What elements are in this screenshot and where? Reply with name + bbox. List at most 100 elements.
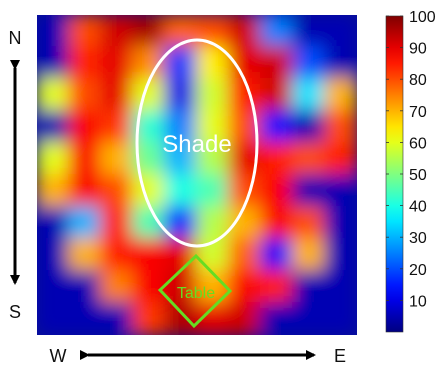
heatmap-cell <box>68 142 102 176</box>
heatmap-cell <box>100 78 134 112</box>
colorbar-tick-label: 50 <box>409 167 427 184</box>
heatmap-cell <box>68 302 102 335</box>
heatmap-cell <box>196 110 230 144</box>
colorbar-tick-label: 30 <box>409 230 427 247</box>
heatmap-cell <box>37 302 70 335</box>
south-label: S <box>9 302 21 322</box>
heatmap-cell <box>292 46 326 80</box>
heatmap-cell <box>324 15 357 48</box>
colorbar-tick-label: 90 <box>409 41 427 58</box>
heatmap-cell <box>132 15 166 48</box>
heatmap-cell <box>228 270 262 304</box>
heatmap-cell <box>100 206 134 240</box>
heatmap-cell <box>132 302 166 335</box>
table-label: Table <box>177 285 215 302</box>
heatmap-cell <box>100 15 134 48</box>
heatmap-cell <box>324 302 357 335</box>
heatmap-cell <box>68 206 102 240</box>
heatmap-cell <box>260 110 294 144</box>
heatmap-cell <box>37 238 70 272</box>
heatmap-cell <box>292 270 326 304</box>
heatmap-cell <box>68 174 102 208</box>
heatmap-cell <box>37 142 70 176</box>
heatmap-cell <box>37 174 70 208</box>
heatmap-cell <box>196 142 230 176</box>
heatmap-cell <box>228 302 262 335</box>
heatmap-cell <box>196 78 230 112</box>
heatmap-cell <box>324 270 357 304</box>
north-label: N <box>9 28 22 48</box>
colorbar-tick-label: 100 <box>409 9 436 26</box>
heatmap-cell <box>324 46 357 80</box>
heatmap-cell <box>260 238 294 272</box>
heatmap-cell <box>292 238 326 272</box>
heatmap-cell <box>292 302 326 335</box>
colorbar-tick-label: 60 <box>409 135 427 152</box>
heatmap-cell <box>292 78 326 112</box>
heatmap-cell <box>228 15 262 48</box>
heatmap-cell <box>324 78 357 112</box>
heatmap-cell <box>292 142 326 176</box>
colorbar-ticks: 10 20 30 40 50 60 70 80 90 100 <box>386 9 436 310</box>
shade-annotation: Shade <box>135 38 259 248</box>
heatmap-cell <box>292 110 326 144</box>
heatmap-cell <box>37 15 70 48</box>
heatmap-cell <box>324 206 357 240</box>
heatmap-cell <box>100 270 134 304</box>
east-label: E <box>334 346 346 366</box>
heatmap-cell <box>164 110 198 144</box>
heatmap-cell <box>164 302 198 335</box>
heatmap-cell <box>37 206 70 240</box>
heatmap-cell <box>260 302 294 335</box>
colorbar-tick-label: 80 <box>409 72 427 89</box>
heatmap-cell <box>68 15 102 48</box>
heatmap-cell <box>37 46 70 80</box>
heatmap-cell <box>324 238 357 272</box>
heatmap-cell <box>260 78 294 112</box>
heatmap-cell <box>164 174 198 208</box>
heatmap-cell <box>100 46 134 80</box>
heatmap-cell <box>100 110 134 144</box>
colorbar: 10 20 30 40 50 60 70 80 90 100 <box>385 9 436 333</box>
heatmap-plot <box>37 15 357 335</box>
heatmap-cell <box>37 270 70 304</box>
heatmap-cell <box>68 110 102 144</box>
colorbar-tick-label: 70 <box>409 104 427 121</box>
heatmap-cell <box>260 15 294 48</box>
heatmap-cell <box>164 142 198 176</box>
heatmap-cell <box>100 142 134 176</box>
heatmap-cell <box>260 142 294 176</box>
heatmap-cell <box>324 110 357 144</box>
heatmap-cell <box>37 110 70 144</box>
heatmap-cell <box>324 174 357 208</box>
colorbar-tick-label: 20 <box>409 262 427 279</box>
heatmap-cell <box>164 78 198 112</box>
colorbar-tick-label: 10 <box>409 293 427 310</box>
west-label: W <box>50 346 67 366</box>
heatmap-cell <box>228 238 262 272</box>
heatmap-cell <box>68 270 102 304</box>
heatmap-cell <box>132 238 166 272</box>
heatmap-cell <box>37 78 70 112</box>
table-annotation: Table <box>157 253 233 329</box>
shade-label: Shade <box>162 131 231 158</box>
heatmap-cell <box>260 46 294 80</box>
heatmap-cell <box>292 206 326 240</box>
shade-ellipse <box>135 38 259 248</box>
heatmap-cell <box>100 238 134 272</box>
heatmap-cell <box>260 206 294 240</box>
heatmap-cell <box>68 238 102 272</box>
heatmap-cell <box>100 302 134 335</box>
colorbar-tick-label: 40 <box>409 199 427 216</box>
heatmap-cell <box>196 174 230 208</box>
heatmap-cell <box>68 78 102 112</box>
heatmap-cell <box>324 142 357 176</box>
heatmap-cell <box>68 46 102 80</box>
table-diamond <box>157 253 233 329</box>
heatmap-cell <box>260 270 294 304</box>
heatmap-cell <box>292 174 326 208</box>
heatmap-cell <box>132 270 166 304</box>
heatmap-cell <box>100 174 134 208</box>
heatmap-cell <box>292 15 326 48</box>
